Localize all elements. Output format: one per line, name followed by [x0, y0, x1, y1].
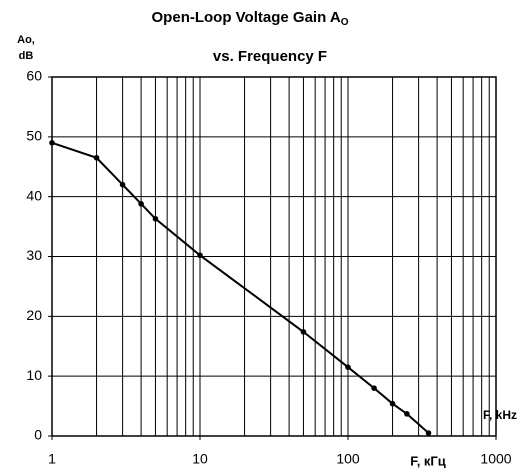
x-axis-label: F, kHz — [483, 408, 517, 422]
x-tick-label: 100 — [336, 451, 360, 467]
y-tick-label: 10 — [26, 367, 42, 383]
chart-title: Open-Loop Voltage Gain AO — [152, 9, 349, 28]
y-tick-label: 20 — [26, 307, 42, 323]
y-axis-label: Ao, — [17, 34, 35, 46]
plot-border — [51, 76, 497, 437]
x-tick-label: 1000 — [480, 451, 511, 467]
data-point — [345, 364, 351, 370]
data-point — [138, 201, 144, 207]
data-point — [425, 430, 432, 436]
title-subscript: O — [341, 17, 349, 28]
y-tick-label: 0 — [34, 427, 42, 443]
data-point — [389, 400, 396, 407]
y-tick-label: 40 — [26, 187, 42, 203]
data-line — [51, 141, 430, 434]
x-tick-label: 1 — [48, 451, 56, 467]
title-main: Open-Loop Voltage Gain A — [152, 9, 341, 26]
data-point — [49, 140, 55, 146]
y-axis-label: dB — [19, 50, 34, 62]
data-point — [300, 329, 307, 335]
chart-subtitle: vs. Frequency F — [213, 48, 327, 65]
data-point — [152, 216, 159, 222]
y-tick-label: 50 — [26, 128, 42, 144]
data-point — [404, 411, 410, 417]
y-tick-label: 30 — [26, 247, 42, 263]
data-point — [197, 252, 203, 259]
x-tick-label: 10 — [192, 451, 208, 467]
data-point — [119, 181, 126, 188]
x-axis-label: F, кГц — [410, 453, 446, 468]
data-point — [93, 154, 100, 161]
y-tick-label: 60 — [26, 68, 42, 84]
data-point — [371, 385, 377, 391]
